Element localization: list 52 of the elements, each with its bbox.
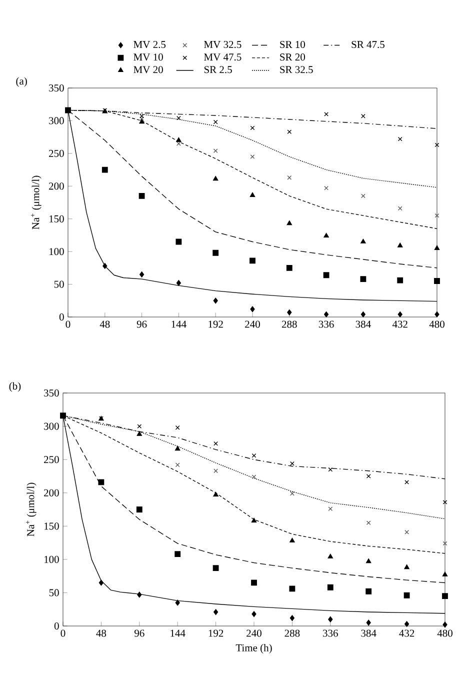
y-tick-label: 200 — [49, 182, 64, 190]
legend-label: MV 32.5 — [204, 40, 242, 48]
x-tick-label: 96 — [136, 320, 147, 328]
x-tick-label: 432 — [392, 320, 408, 328]
x-tick-label: 384 — [356, 320, 371, 328]
x-tick-label: 0 — [66, 320, 70, 328]
x-tick-label: 336 — [318, 320, 334, 328]
y-tick-label: 350 — [44, 389, 59, 397]
y-tick-label: 350 — [49, 84, 64, 92]
y-axis-title: Na$^{+}$ (μmol/l) — [30, 176, 42, 230]
x-tick-label: 240 — [245, 320, 260, 328]
x-tick-label: 48 — [100, 320, 110, 328]
x-tick-label: 480 — [429, 320, 444, 328]
x-tick-label: 432 — [399, 630, 414, 637]
x-tick-label: 96 — [134, 630, 144, 637]
legend-label: MV 10 — [134, 54, 163, 61]
y-tick-label: 300 — [44, 422, 59, 430]
x-tick-label: 384 — [361, 630, 376, 637]
y-tick-label: 200 — [44, 489, 59, 496]
y-axis-title: Na$^{+}$ (μmol/l) — [26, 482, 36, 536]
y-tick-label: 150 — [44, 522, 59, 530]
y-tick-label: 50 — [49, 589, 59, 596]
y-tick-label: 0 — [59, 313, 64, 321]
legend-label: SR 2.5 — [204, 66, 232, 74]
x-tick-label: 192 — [208, 630, 224, 637]
y-tick-label: 250 — [44, 456, 59, 464]
legend-label: SR 20 — [280, 54, 305, 61]
chart-title: (b) — [9, 382, 21, 392]
legend-label: MV 2.5 — [134, 40, 166, 48]
y-tick-label: 100 — [49, 248, 64, 256]
x-tick-label: 240 — [246, 630, 262, 637]
x-axis-title: Time (h) — [236, 644, 272, 654]
x-tick-label: 288 — [282, 320, 297, 328]
legend-label: SR 47.5 — [352, 40, 384, 48]
y-tick-label: 250 — [49, 150, 64, 157]
y-tick-label: 150 — [49, 215, 64, 222]
legend-label: SR 32.5 — [280, 66, 313, 74]
y-tick-label: 100 — [44, 556, 59, 563]
y-tick-label: 300 — [49, 117, 64, 124]
x-tick-label: 480 — [437, 630, 452, 637]
legend-label: SR 10 — [280, 40, 305, 48]
x-tick-label: 144 — [172, 320, 186, 328]
chart-title: (a) — [16, 77, 27, 87]
legend-label: MV 20 — [134, 66, 163, 74]
x-tick-label: 288 — [284, 630, 300, 637]
x-tick-label: 48 — [96, 630, 106, 637]
x-tick-label: 144 — [170, 630, 186, 637]
y-tick-label: 50 — [54, 280, 64, 288]
x-tick-label: 192 — [208, 320, 223, 328]
legend-label: MV 47.5 — [204, 54, 242, 61]
x-tick-label: 336 — [323, 630, 338, 637]
y-tick-label: 0 — [54, 622, 59, 630]
